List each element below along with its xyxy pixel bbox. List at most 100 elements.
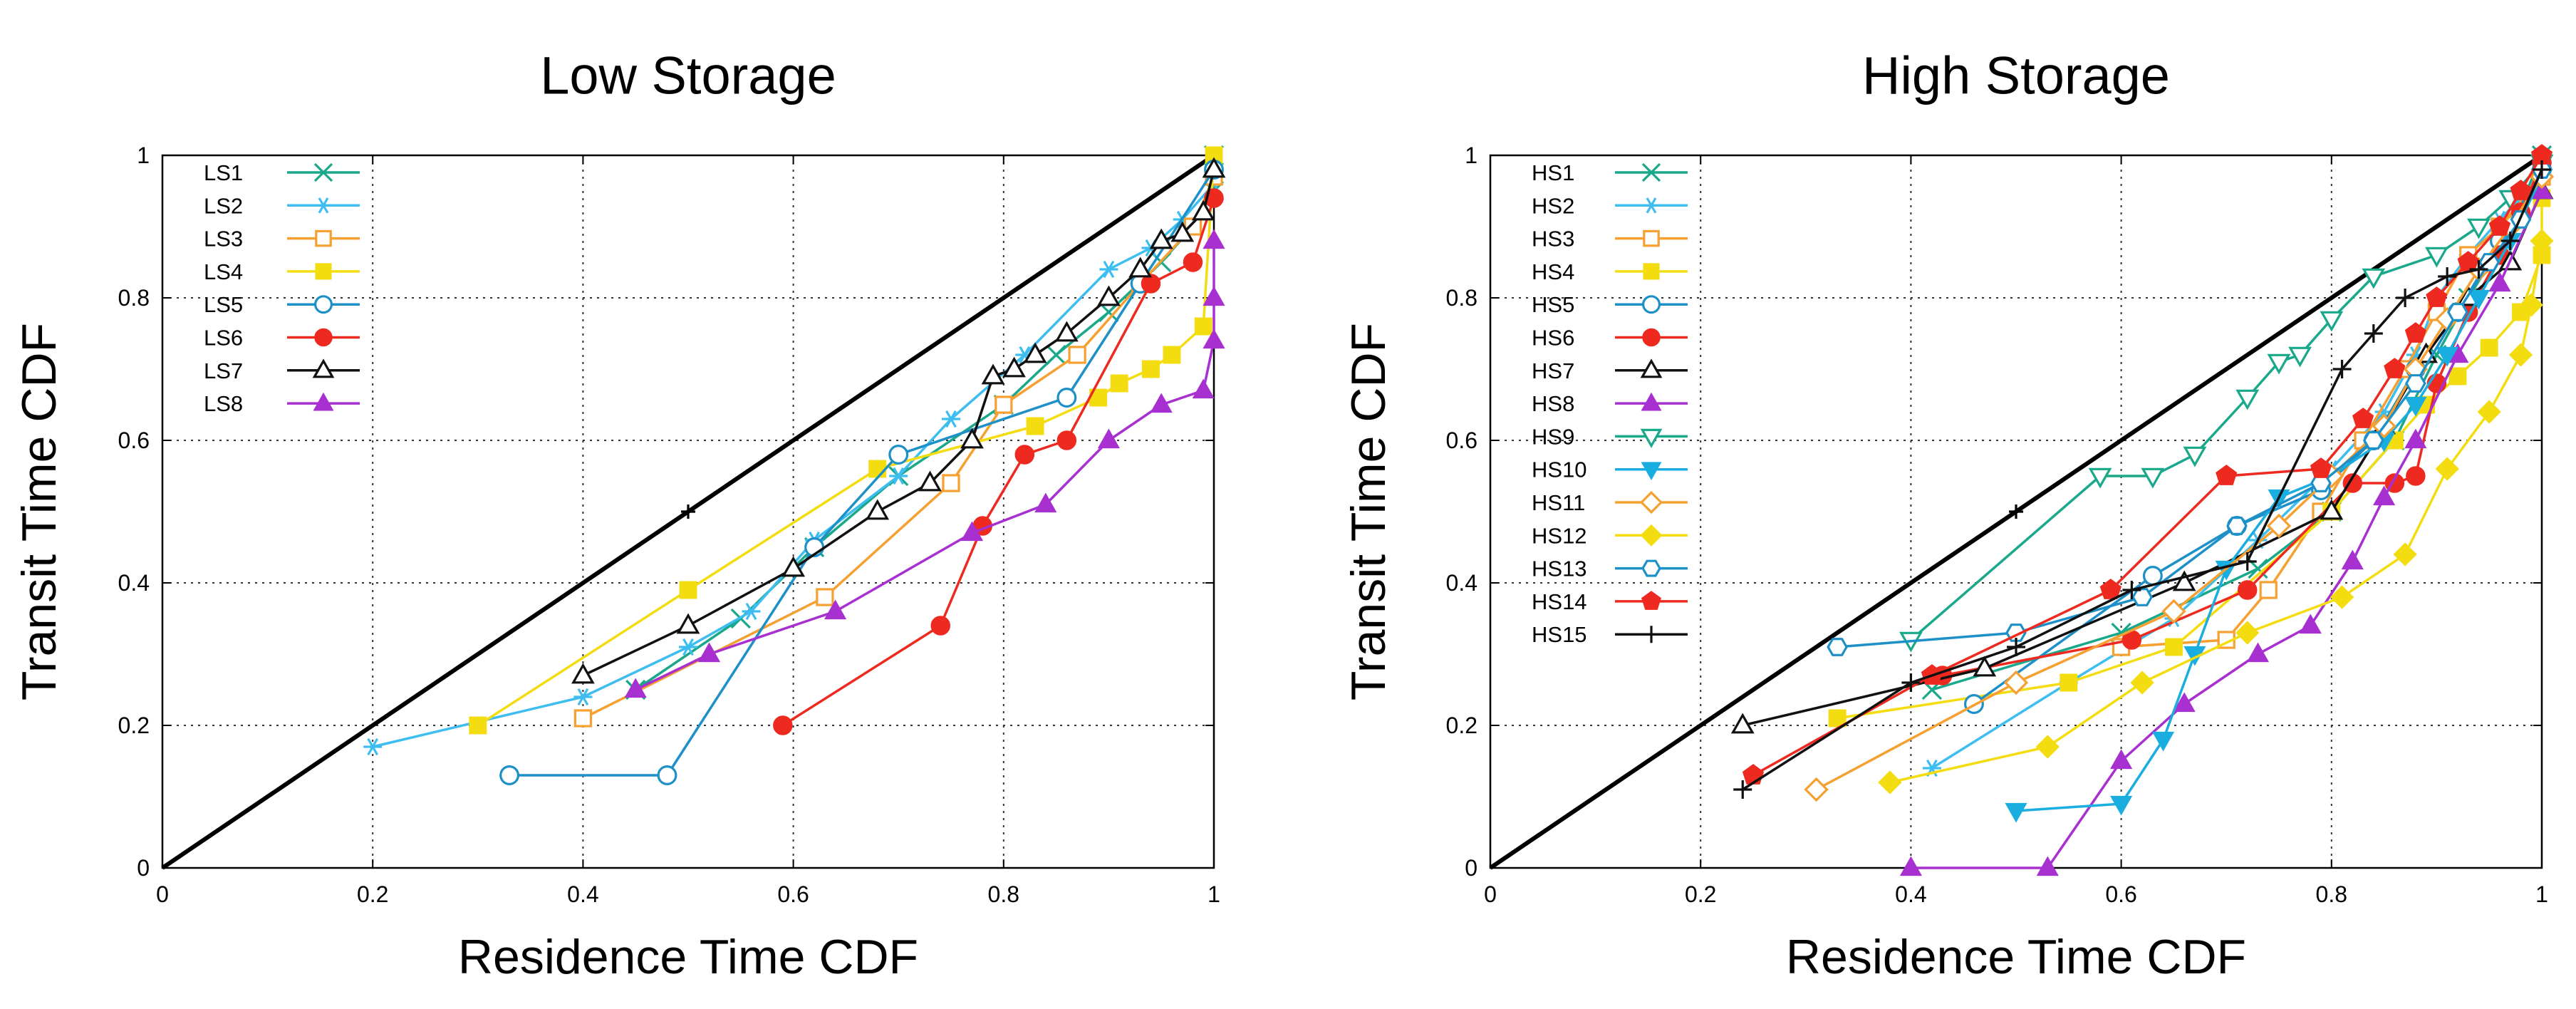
legend-label: LS5 (204, 292, 243, 317)
data-point (2373, 485, 2396, 506)
series-ls7 (571, 157, 1226, 684)
y-axis-label: Transit Time CDF (12, 323, 66, 700)
data-point (2533, 160, 2551, 179)
series-line (1742, 169, 2543, 791)
data-point (1730, 713, 1755, 734)
x-tick-label: 0.4 (567, 881, 598, 907)
data-point (2530, 229, 2554, 253)
data-point (1203, 229, 1225, 249)
data-point (2393, 542, 2417, 566)
data-point (2448, 367, 2467, 386)
data-point (2238, 552, 2257, 571)
chart-high-storage: High Storage 0 0.2 0.4 0.6 0.8 1 0 0.2 0.4 0.6 0.8 1… (1341, 46, 2555, 984)
data-point (816, 588, 834, 606)
legend-label: HS13 (1532, 557, 1587, 581)
data-point (676, 613, 700, 634)
series-line (582, 169, 1215, 677)
data-point (824, 599, 847, 620)
x-tick-label: 0.8 (2316, 881, 2347, 907)
legend: LS1 LS2 LS3 LS4 LS5 LS6 LS7 LS8 (204, 160, 360, 416)
data-point (1202, 157, 1226, 178)
legend-swatch-marker (314, 295, 333, 314)
data-point (2141, 467, 2165, 489)
data-point (2426, 286, 2448, 307)
data-point (1141, 274, 1161, 294)
data-point (2110, 795, 2133, 816)
series-line (635, 155, 1215, 691)
data-point (2478, 253, 2500, 271)
data-point (942, 474, 960, 492)
data-point (866, 499, 890, 520)
data-point (2364, 324, 2383, 343)
data-point (2005, 802, 2027, 823)
data-point (2508, 343, 2533, 367)
data-point (1014, 445, 1035, 465)
legend-swatch-marker (1641, 462, 1662, 481)
data-point (1163, 346, 1181, 364)
data-point (2435, 457, 2459, 481)
x-tick-label: 1 (1208, 881, 1220, 907)
series-hs1 (1921, 145, 2552, 700)
legend-label: HS3 (1532, 227, 1574, 252)
legend-swatch-marker (1643, 229, 1660, 247)
data-point (2235, 621, 2260, 645)
data-point (2320, 499, 2344, 520)
data-point (2088, 467, 2112, 489)
data-point (1742, 764, 1765, 785)
legend-swatch-marker (314, 328, 333, 347)
legend-swatch-marker (1641, 591, 1661, 610)
data-point (2436, 346, 2458, 367)
legend-swatch-marker (312, 358, 335, 378)
data-point (2362, 431, 2384, 450)
data-point (2003, 670, 2029, 695)
data-point (2035, 735, 2060, 759)
data-point (2235, 389, 2260, 410)
y-tick-label: 0.2 (118, 713, 150, 738)
data-point (2142, 566, 2163, 586)
legend-label: HS15 (1532, 622, 1587, 647)
series-hs7 (1730, 178, 2554, 734)
y-tick-label: 0 (1465, 855, 1477, 881)
data-point (1733, 780, 1752, 799)
x-tick-label: 0.2 (357, 881, 388, 907)
data-point (1110, 374, 1128, 393)
y-tick-label: 1 (137, 143, 150, 168)
legend-swatch-marker (315, 197, 332, 214)
legend-swatch-marker (1641, 392, 1662, 411)
series-hs15 (1733, 160, 2551, 799)
data-point (2288, 346, 2312, 368)
series-line (1942, 162, 2543, 677)
data-point (1099, 260, 1118, 279)
series-ls6 (773, 188, 1224, 735)
x-tick-label: 0 (156, 881, 169, 907)
data-point (679, 581, 697, 599)
data-point (1878, 770, 1902, 795)
legend-label: HS2 (1532, 193, 1574, 218)
legend-label: HS12 (1532, 523, 1587, 548)
data-point (2110, 749, 2133, 770)
data-point (2342, 473, 2363, 493)
series-hs6 (1932, 152, 2552, 685)
plot-frame (161, 154, 1215, 869)
data-point (2173, 692, 2196, 713)
x-axis-label: Residence Time CDF (458, 930, 918, 984)
data-point (2438, 267, 2457, 286)
data-point (1026, 417, 1044, 435)
data-point (981, 363, 1005, 385)
data-point (2330, 585, 2354, 609)
data-point (1804, 777, 1829, 802)
legend-label: HS7 (1532, 358, 1574, 383)
legend-label: HS1 (1532, 160, 1574, 185)
data-point (1046, 344, 1066, 366)
data-point (930, 616, 950, 636)
chart-title: High Storage (1862, 46, 2170, 105)
data-point (994, 395, 1013, 414)
data-point (2122, 581, 2141, 599)
data-point (1203, 328, 1225, 349)
data-point (1056, 388, 1077, 408)
data-point (918, 470, 942, 492)
data-point (469, 716, 487, 735)
x-tick-label: 0.6 (777, 881, 809, 907)
data-point (1034, 492, 1057, 513)
data-point (2477, 400, 2501, 424)
